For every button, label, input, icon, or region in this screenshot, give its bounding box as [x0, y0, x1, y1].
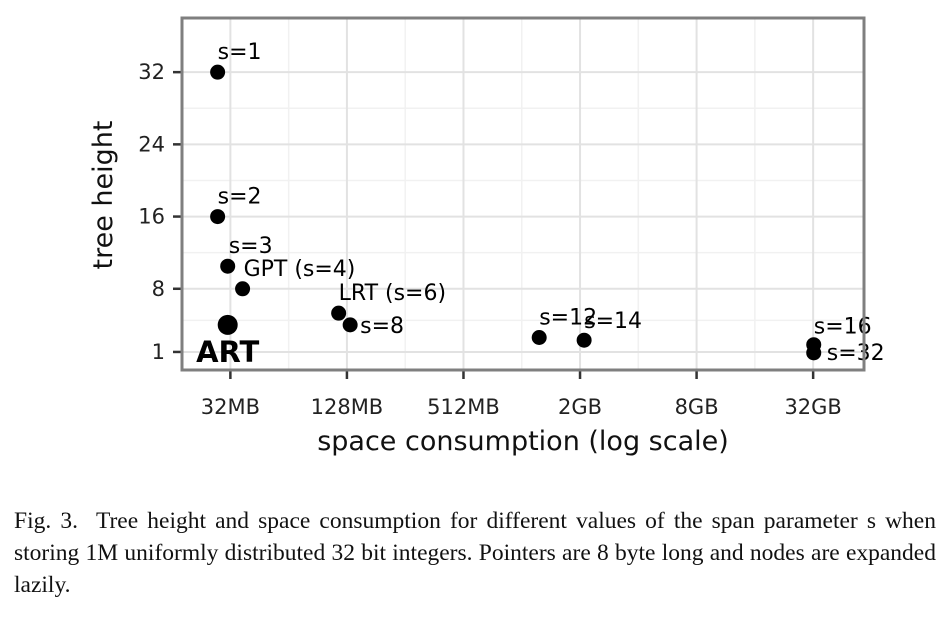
y-axis-title: tree height: [88, 121, 119, 270]
point-label-gpt-s-4: GPT (s=4): [244, 257, 356, 282]
y-tick-label: 32: [138, 60, 165, 84]
point-label-s-2: s=2: [218, 185, 262, 210]
point-label-s-8: s=8: [360, 314, 404, 339]
point-label-s-3: s=3: [229, 234, 273, 259]
data-point-s-2: [210, 209, 226, 225]
y-tick-label: 8: [152, 277, 165, 301]
x-tick-label: 32MB: [201, 395, 260, 419]
figure-caption: Fig. 3. Tree height and space consumption…: [14, 505, 936, 601]
point-label-s-32: s=32: [827, 341, 885, 366]
x-tick-label: 32GB: [784, 395, 841, 419]
data-point-gpt-s-4: [235, 281, 251, 297]
point-label-s-14: s=14: [584, 309, 642, 334]
caption-text: Tree height and space consumption for di…: [14, 508, 936, 598]
data-point-s-14: [576, 332, 592, 348]
data-point-s-8: [342, 317, 358, 333]
plot-border: [180, 16, 866, 372]
data-point-s-32: [806, 345, 822, 361]
plot-background: [182, 18, 864, 370]
data-point-s-1: [210, 64, 226, 80]
point-label-art: ART: [196, 335, 259, 369]
point-label-s-12: s=12: [539, 306, 597, 331]
figure-label: Fig. 3.: [14, 508, 78, 534]
x-tick-label: 8GB: [675, 395, 719, 419]
y-tick-label: 24: [138, 132, 165, 156]
data-point-lrt-s-6: [331, 305, 347, 321]
y-tick-label: 16: [138, 205, 165, 229]
point-label-lrt-s-6: LRT (s=6): [339, 281, 446, 306]
point-label-s-1: s=1: [218, 40, 262, 65]
point-label-s-16: s=16: [814, 315, 872, 340]
data-point-s-12: [531, 330, 547, 346]
x-tick-label: 512MB: [427, 395, 500, 419]
x-axis-title: space consumption (log scale): [317, 426, 729, 457]
data-point-art: [217, 314, 238, 335]
x-tick-label: 2GB: [558, 395, 602, 419]
grid-lines: [182, 18, 864, 370]
y-tick-label: 1: [152, 340, 165, 364]
axes: 32MB 128MB 512MB 2GB 8GB 32GB 1 8 16 24 32: [138, 60, 842, 419]
data-point-s-3: [220, 258, 236, 274]
x-tick-label: 128MB: [311, 395, 384, 419]
